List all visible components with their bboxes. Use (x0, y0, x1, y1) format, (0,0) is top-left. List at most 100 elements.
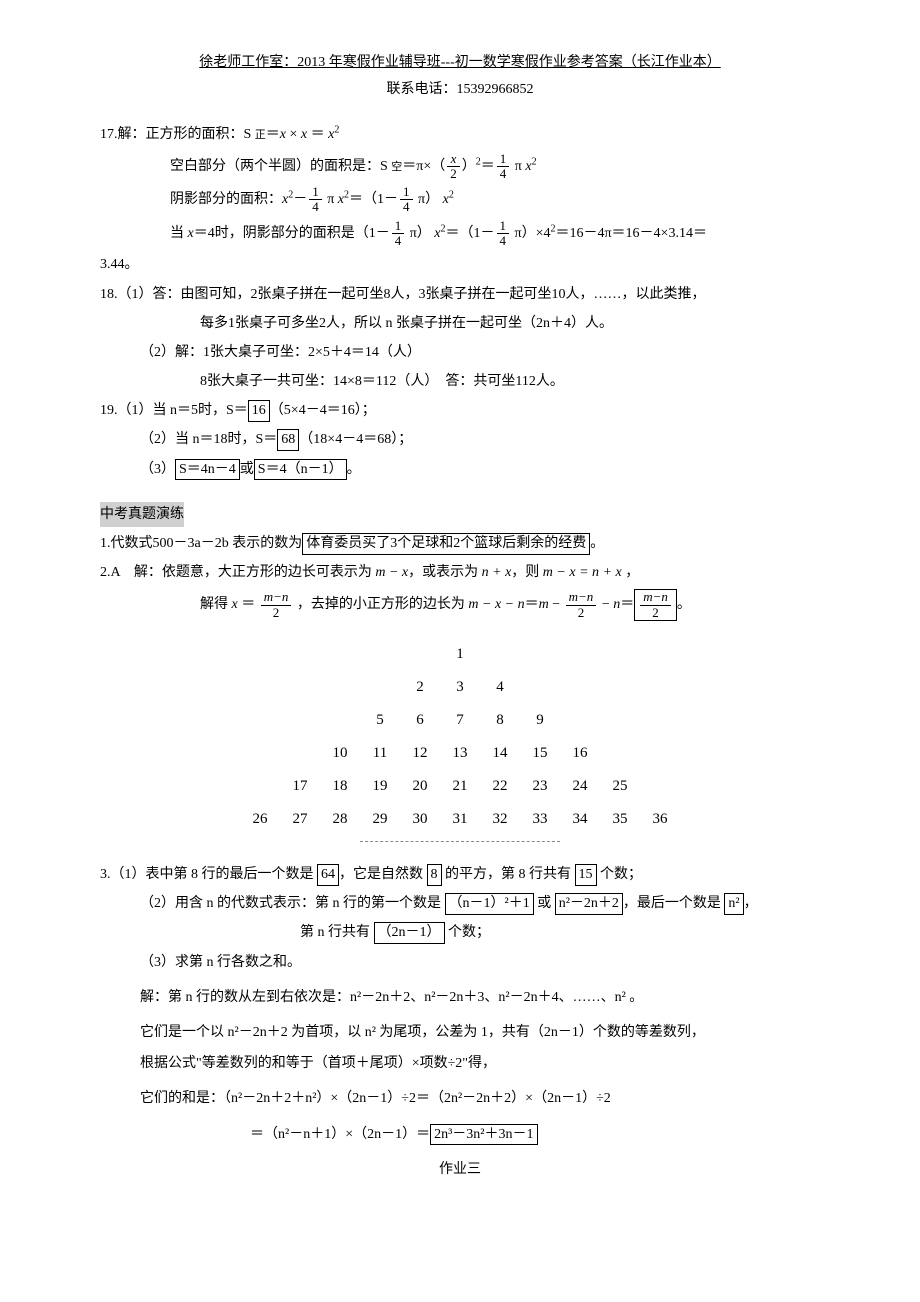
pyramid-cell: 13 (451, 740, 469, 767)
text: ，它是自然数 (339, 867, 427, 882)
problem-18-line2b: 8张大桌子一共可坐：14×8＝112（人） 答：共可坐112人。 (100, 369, 820, 394)
text: ，去掉的小正方形的边长为 (293, 597, 468, 612)
zk-problem-2-line2: 解得 x ＝ m−n2 ，去掉的小正方形的边长为 m − x − n＝m − m… (100, 589, 820, 621)
text: π） (406, 226, 431, 241)
pyramid-cell: 12 (411, 740, 429, 767)
problem-17-line2: 空白部分（两个半圆）的面积是：S 空＝π×（x2）2＝14 π x2 (100, 152, 820, 182)
zk-problem-3-line3: （3）求第 n 行各数之和。 (100, 950, 820, 975)
sup: 2 (288, 190, 293, 201)
answer-box: 64 (317, 864, 339, 886)
pyramid-cell: 31 (451, 806, 469, 833)
text: ＝（1－ (446, 226, 495, 241)
zk-problem-3-line2: （2）用含 n 的代数式表示：第 n 行的第一个数是 （n－1）²＋1 或 n²… (100, 891, 820, 916)
text: π）×4 (511, 226, 550, 241)
pyramid-cell: 34 (571, 806, 589, 833)
pyramid-cell: 1 (451, 641, 469, 668)
pyramid-cell: 18 (331, 773, 349, 800)
fraction: 14 (497, 152, 510, 182)
text: 个数； (445, 925, 491, 940)
pyramid-cell: 9 (531, 707, 549, 734)
text: 当 (170, 226, 188, 241)
text: 或 (534, 896, 555, 911)
text: π） (415, 192, 440, 207)
text: 第 n 行共有 (300, 925, 374, 940)
pyramid-cell: 3 (451, 674, 469, 701)
page-header-phone: 联系电话：15392966852 (100, 77, 820, 102)
answer-box: （2n－1） (374, 922, 445, 944)
problem-17-line4: 当 x＝4时，阴影部分的面积是（1－14 π） x2＝（1－14 π）×42＝1… (100, 219, 820, 249)
text: 。 (347, 462, 361, 477)
pyramid-cell: 29 (371, 806, 389, 833)
problem-18-line2a: （2）解：1张大桌子可坐：2×5＋4＝14（人） (100, 340, 820, 365)
text: 或 (240, 462, 254, 477)
pyramid-cell: 20 (411, 773, 429, 800)
fraction: m−n2 (566, 590, 597, 620)
text: 17.解：正方形的面积：S (100, 127, 255, 142)
zk-problem-3-line8: ＝（n²－n＋1）×（2n－1）＝2n³－3n²＋3n－1 (100, 1122, 820, 1147)
subscript: 正 (255, 129, 266, 141)
math: x (301, 127, 307, 142)
answer-box: 15 (575, 864, 597, 886)
text: 个数； (597, 867, 643, 882)
pyramid-cell: 10 (331, 740, 349, 767)
pyramid-cell: 30 (411, 806, 429, 833)
page-header-title: 徐老师工作室：2013 年寒假作业辅导班---初一数学寒假作业参考答案（长江作业… (100, 50, 820, 75)
text: 2.A 解：依题意，大正方形的边长可表示为 (100, 565, 375, 580)
problem-18-line1b: 每多1张桌子可多坐2人，所以 n 张桌子拼在一起可坐（2n＋4）人。 (100, 311, 820, 336)
pyramid-cell: 33 (531, 806, 549, 833)
text: 阴影部分的面积： (170, 192, 282, 207)
sup: 2 (449, 190, 454, 201)
zk-problem-3-line2d: 第 n 行共有 （2n－1） 个数； (100, 920, 820, 945)
pyramid-cell: 16 (571, 740, 589, 767)
pyramid-cell: 28 (331, 806, 349, 833)
text: π (324, 192, 338, 207)
section-heading: 中考真题演练 (100, 502, 184, 527)
number-pyramid: 1234567891011121314151617181920212223242… (100, 641, 820, 842)
problem-17-result: 3.44。 (100, 252, 820, 277)
subscript: 空 (391, 161, 402, 173)
text: ，则 (511, 565, 543, 580)
answer-box: S＝4n－4 (175, 459, 240, 481)
pyramid-cell: 25 (611, 773, 629, 800)
problem-19-line2: （2）当 n＝18时，S＝68（18×4－4＝68）； (100, 427, 820, 452)
answer-box: 2n³－3n²＋3n－1 (430, 1124, 537, 1146)
pyramid-cell: 27 (291, 806, 309, 833)
answer-box: 8 (427, 864, 442, 886)
text: ， (622, 565, 640, 580)
math: m − x (375, 565, 408, 580)
answer-box: S＝4（n－1） (254, 459, 347, 481)
pyramid-cell: 35 (611, 806, 629, 833)
pyramid-cell: 11 (371, 740, 389, 767)
text: ＝16－4π＝16－4×3.14＝ (555, 226, 706, 241)
sup: 2 (334, 125, 339, 136)
text: ＝ (620, 597, 634, 612)
fraction: 14 (400, 185, 413, 215)
text: ＝ (481, 159, 495, 174)
text: 。 (590, 536, 604, 551)
text: （18×4－4＝68）； (299, 432, 412, 447)
answer-box: 68 (277, 429, 299, 451)
zk-problem-1: 1.代数式500－3a－2b 表示的数为体育委员买了3个足球和2个篮球后剩余的经… (100, 531, 820, 556)
zk-problem-3-line7: 它们的和是：（n²－2n＋2＋n²）×（2n－1）÷2＝（2n²－2n＋2）×（… (100, 1086, 820, 1111)
text: ，或表示为 (408, 565, 482, 580)
pyramid-cell: 4 (491, 674, 509, 701)
math: m (539, 597, 549, 612)
answer-box: 体育委员买了3个足球和2个篮球后剩余的经费 (302, 533, 590, 555)
answer-box: m−n2 (634, 589, 677, 621)
pyramid-cell: 26 (251, 806, 269, 833)
text: （3） (140, 462, 175, 477)
text: 19.（1）当 n＝5时，S＝ (100, 403, 248, 418)
zk-problem-3-line1: 3.（1）表中第 8 行的最后一个数是 64，它是自然数 8 的平方，第 8 行… (100, 862, 820, 887)
pyramid-cell: 21 (451, 773, 469, 800)
pyramid-cell: 2 (411, 674, 429, 701)
fraction: x2 (447, 152, 460, 182)
sup: 2 (532, 156, 537, 167)
answer-box: n²－2n＋2 (555, 893, 623, 915)
math: x (232, 597, 238, 612)
pyramid-row: 56789 (100, 707, 820, 734)
text: ＝（n²－n＋1）×（2n－1）＝ (250, 1127, 430, 1142)
zk-problem-3-line5: 它们是一个以 n²－2n＋2 为首项，以 n² 为尾项，公差为 1，共有（2n－… (100, 1020, 820, 1045)
pyramid-row: 2627282930313233343536 (100, 806, 820, 833)
fraction: 14 (497, 219, 510, 249)
text: ＝π×（ (402, 159, 445, 174)
